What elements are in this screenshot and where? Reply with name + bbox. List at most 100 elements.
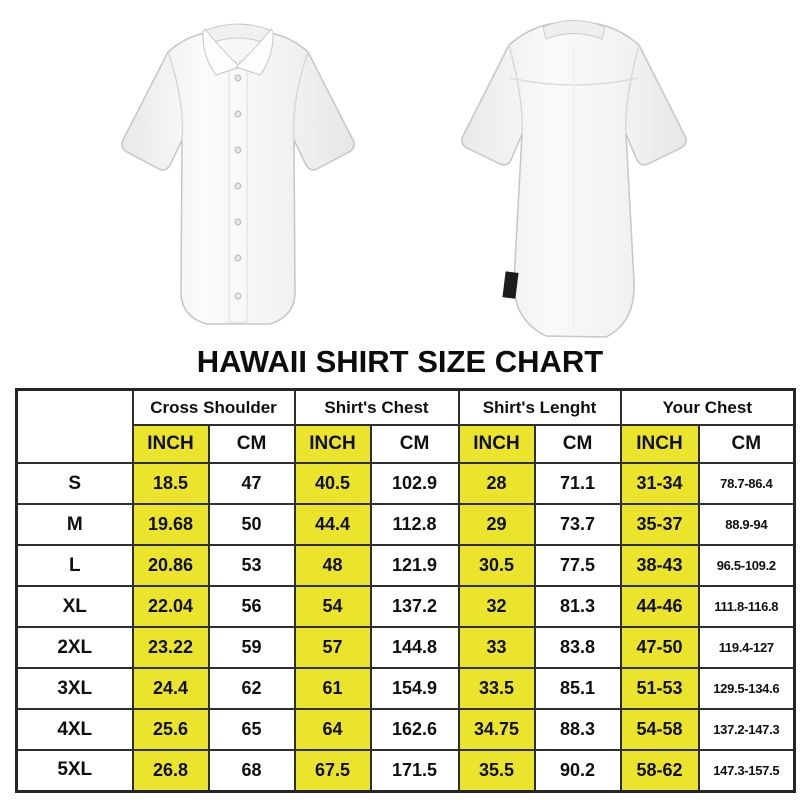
unit-header-inch: INCH: [293, 424, 372, 464]
measurement-cell: 137.2-147.3: [697, 708, 796, 751]
unit-header-cm: CM: [533, 424, 622, 464]
measurement-cell: 96.5-109.2: [697, 544, 796, 587]
table-row: S 18.5 47 40.5 102.9 28 71.1 31-34 78.7-86.4: [15, 462, 796, 505]
measurement-cell: 129.5-134.6: [697, 667, 796, 710]
measurement-cell: 111.8-116.8: [697, 585, 796, 628]
unit-header-cm: CM: [207, 424, 296, 464]
measurement-cell: 24.4: [131, 667, 210, 710]
measurement-cell: 31-34: [619, 462, 700, 505]
measurement-cell: 61: [293, 667, 372, 710]
measurement-cell: 56: [207, 585, 296, 628]
column-group-your-chest: Your Chest: [619, 388, 796, 426]
measurement-cell: 119.4-127: [697, 626, 796, 669]
measurement-cell: 144.8: [369, 626, 460, 669]
measurement-cell: 64: [293, 708, 372, 751]
size-label: 3XL: [15, 667, 134, 710]
measurement-cell: 90.2: [533, 749, 622, 792]
measurement-cell: 51-53: [619, 667, 700, 710]
shirt-tag: [502, 271, 519, 299]
measurement-cell: 34.75: [457, 708, 536, 751]
page-title: HAWAII SHIRT SIZE CHART: [196, 344, 604, 379]
size-label: 4XL: [15, 708, 134, 751]
measurement-cell: 23.22: [131, 626, 210, 669]
measurement-cell: 47: [207, 462, 296, 505]
measurement-cell: 112.8: [369, 503, 460, 546]
shirt-front-image: [121, 23, 355, 325]
column-group-cross-shoulder: Cross Shoulder: [131, 388, 296, 426]
size-label: XL: [15, 585, 134, 628]
measurement-cell: 83.8: [533, 626, 622, 669]
unit-header-inch: INCH: [619, 424, 700, 464]
measurement-cell: 35.5: [457, 749, 536, 792]
measurement-cell: 88.3: [533, 708, 622, 751]
size-label: L: [15, 544, 134, 587]
measurement-cell: 77.5: [533, 544, 622, 587]
column-group-shirts-chest: Shirt's Chest: [293, 388, 460, 426]
measurement-cell: 85.1: [533, 667, 622, 710]
measurement-cell: 40.5: [293, 462, 372, 505]
measurement-cell: 67.5: [293, 749, 372, 792]
measurement-cell: 38-43: [619, 544, 700, 587]
measurement-cell: 147.3-157.5: [697, 749, 796, 792]
measurement-cell: 162.6: [369, 708, 460, 751]
size-table-body: S 18.5 47 40.5 102.9 28 71.1 31-34 78.7-86.4 M 19.…: [15, 462, 796, 792]
column-group-shirts-length: Shirt's Lenght: [457, 388, 622, 426]
measurement-cell: 48: [293, 544, 372, 587]
measurement-cell: 137.2: [369, 585, 460, 628]
table-row: L 20.86 53 48 121.9 30.5 77.5 38-43 96.5-109.2: [15, 544, 796, 587]
measurement-cell: 44.4: [293, 503, 372, 546]
table-row: 2XL 23.22 59 57 144.8 33 83.8 47-50 119.4-127: [15, 626, 796, 669]
measurement-cell: 68: [207, 749, 296, 792]
measurement-cell: 121.9: [369, 544, 460, 587]
measurement-cell: 19.68: [131, 503, 210, 546]
measurement-cell: 171.5: [369, 749, 460, 792]
unit-header-row: INCH CM INCH CM INCH CM INCH CM: [17, 424, 796, 464]
unit-header-inch: INCH: [457, 424, 536, 464]
size-label: 2XL: [15, 626, 134, 669]
measurement-cell: 25.6: [131, 708, 210, 751]
table-row: M 19.68 50 44.4 112.8 29 73.7 35-37 88.9-94: [15, 503, 796, 546]
shirt-back-image: [461, 20, 687, 338]
measurement-cell: 35-37: [619, 503, 700, 546]
measurement-cell: 22.04: [131, 585, 210, 628]
measurement-cell: 33: [457, 626, 536, 669]
measurement-cell: 59: [207, 626, 296, 669]
measurement-cell: 32: [457, 585, 536, 628]
measurement-cell: 44-46: [619, 585, 700, 628]
measurement-cell: 26.8: [131, 749, 210, 792]
size-label: S: [15, 462, 134, 505]
measurement-cell: 53: [207, 544, 296, 587]
measurement-cell: 20.86: [131, 544, 210, 587]
measurement-cell: 154.9: [369, 667, 460, 710]
measurement-cell: 29: [457, 503, 536, 546]
measurement-cell: 88.9-94: [697, 503, 796, 546]
size-chart-table: Cross Shoulder Shirt's Chest Shirt's Len…: [15, 388, 797, 793]
measurement-cell: 57: [293, 626, 372, 669]
measurement-cell: 65: [207, 708, 296, 751]
measurement-cell: 102.9: [369, 462, 460, 505]
measurement-cell: 73.7: [533, 503, 622, 546]
measurement-cell: 71.1: [533, 462, 622, 505]
size-label: 5XL: [15, 749, 134, 792]
group-header-row: Cross Shoulder Shirt's Chest Shirt's Len…: [15, 388, 796, 464]
measurement-cell: 78.7-86.4: [697, 462, 796, 505]
table-row: 5XL 26.8 68 67.5 171.5 35.5 90.2 58-62 147.3-157…: [15, 749, 796, 792]
unit-header-cm: CM: [697, 424, 796, 464]
measurement-cell: 18.5: [131, 462, 210, 505]
measurement-cell: 30.5: [457, 544, 536, 587]
measurement-cell: 50: [207, 503, 296, 546]
unit-header-inch: INCH: [131, 424, 210, 464]
table-row: XL 22.04 56 54 137.2 32 81.3 44-46 111.8-116.8: [15, 585, 796, 628]
measurement-cell: 81.3: [533, 585, 622, 628]
table-row: 3XL 24.4 62 61 154.9 33.5 85.1 51-53 129.5-134.6: [15, 667, 796, 710]
corner-cell: [15, 388, 134, 464]
measurement-cell: 47-50: [619, 626, 700, 669]
measurement-cell: 54-58: [619, 708, 700, 751]
measurement-cell: 62: [207, 667, 296, 710]
measurement-cell: 54: [293, 585, 372, 628]
measurement-cell: 33.5: [457, 667, 536, 710]
size-label: M: [15, 503, 134, 546]
measurement-cell: 58-62: [619, 749, 700, 792]
measurement-cell: 28: [457, 462, 536, 505]
